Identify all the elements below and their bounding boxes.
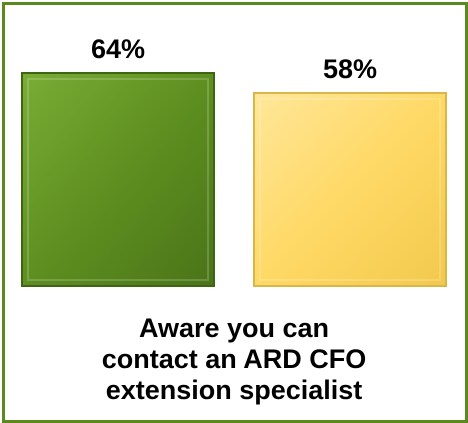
bar-1-bevel (27, 78, 209, 281)
x-axis-label: Aware you can contact an ARD CFO extensi… (0, 313, 468, 406)
bar-2 (253, 91, 447, 287)
bar-2-bevel (259, 97, 441, 281)
data-label-1: 64% (91, 34, 145, 64)
x-axis-label-line-1: Aware you can (138, 313, 330, 343)
x-axis-label-line-3: extension specialist (105, 375, 363, 405)
data-label-2: 58% (323, 54, 377, 84)
bar-1 (21, 72, 215, 287)
x-axis-label-line-2: contact an ARD CFO (101, 344, 367, 374)
